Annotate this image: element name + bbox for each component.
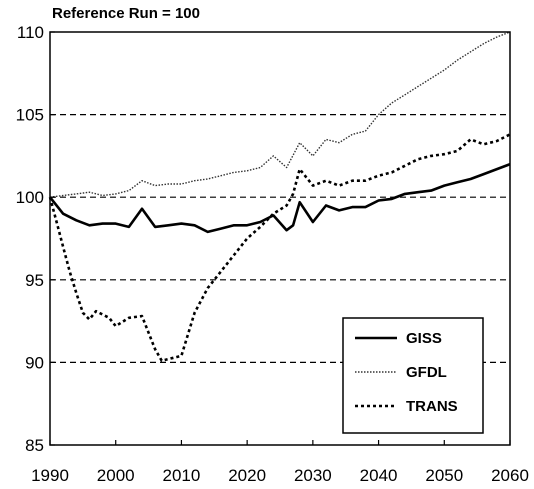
- y-tick-label: 95: [25, 271, 44, 290]
- x-tick-label: 2030: [294, 466, 332, 485]
- y-axis: 85 90 95 100 105 110: [16, 23, 55, 455]
- series-layer: [48, 31, 511, 362]
- legend-label-giss: GISS: [406, 330, 442, 347]
- legend-label-trans: TRANS: [406, 398, 458, 415]
- chart-title: Reference Run = 100: [52, 5, 200, 22]
- x-tick-label: 2020: [228, 466, 266, 485]
- legend: GISS GFDL TRANS: [342, 317, 484, 434]
- series-line-trans: [48, 133, 511, 362]
- series-line-gfdl: [49, 31, 511, 198]
- x-tick-label: 2050: [425, 466, 463, 485]
- x-tick-label: 2000: [97, 466, 135, 485]
- plot-frame: [49, 31, 511, 446]
- y-tick-label: 100: [16, 188, 44, 207]
- series-line-giss: [48, 162, 511, 234]
- x-tick-label: 2040: [360, 466, 398, 485]
- legend-label-gfdl: GFDL: [406, 364, 447, 381]
- y-tick-label: 90: [25, 353, 44, 372]
- y-tick-label: 110: [17, 23, 44, 42]
- legend-box: [342, 317, 484, 434]
- x-tick-label: 2060: [491, 466, 529, 485]
- x-tick-label: 2010: [163, 466, 201, 485]
- y-tick-label: 105: [16, 106, 44, 125]
- x-axis: 1990 2000 2010 2020 2030 2040 2050 2060: [31, 440, 529, 485]
- y-tick-label: 85: [25, 436, 44, 455]
- x-tick-label: 1990: [31, 466, 69, 485]
